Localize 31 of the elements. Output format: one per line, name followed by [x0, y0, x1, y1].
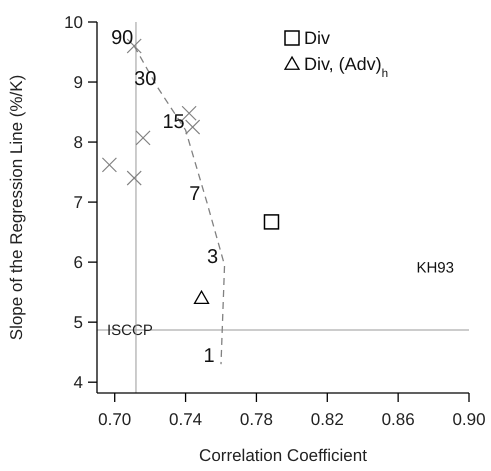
legend-label: Div: [304, 28, 330, 48]
x-tick-label: 0.70: [98, 410, 132, 429]
point: [194, 290, 210, 304]
point: [102, 157, 117, 172]
annotation: 90: [111, 27, 134, 50]
x-axis-title: Correlation Coefficient: [199, 446, 368, 465]
point: [126, 170, 142, 186]
y-axis-title: Slope of the Regression Line (%/K): [7, 74, 26, 340]
y-tick-label: 9: [74, 73, 83, 92]
legend-label: Div, (Adv)$_{h}$: [304, 54, 388, 80]
annotation: KH93: [416, 259, 454, 276]
y-tick-label: 10: [64, 13, 83, 32]
x-tick-label: 0.90: [452, 410, 486, 429]
y-tick-label: 4: [74, 373, 83, 392]
annotation: 3: [206, 246, 218, 268]
y-tick-label: 8: [74, 133, 83, 152]
annotation: 30: [134, 68, 156, 90]
point: [185, 119, 200, 135]
x-tick-label: 0.82: [310, 410, 344, 429]
x-tick-label: 0.78: [240, 410, 273, 429]
y-tick-label: 7: [74, 193, 83, 212]
y-tick-label: 6: [74, 253, 83, 272]
annotation: 1: [203, 345, 215, 368]
annotation: 15: [162, 111, 185, 134]
ref-line-label: ISCCP: [107, 322, 153, 339]
x-tick-label: 0.86: [382, 410, 415, 429]
point: [264, 214, 280, 230]
point: [135, 130, 151, 146]
x-tick-label: 0.74: [169, 410, 202, 429]
y-tick-label: 5: [74, 313, 83, 332]
annotation: 7: [189, 183, 200, 206]
